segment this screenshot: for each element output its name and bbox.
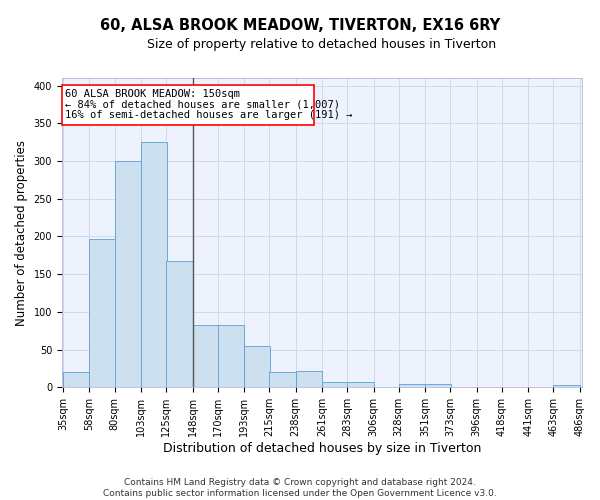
- Bar: [193, 324, 219, 388]
- Bar: [244, 346, 271, 388]
- Bar: [62, 85, 314, 125]
- Bar: [425, 384, 451, 388]
- X-axis label: Distribution of detached houses by size in Tiverton: Distribution of detached houses by size …: [163, 442, 481, 455]
- Bar: [166, 262, 193, 388]
- Bar: [347, 382, 374, 388]
- Text: 16% of semi-detached houses are larger (191) →: 16% of semi-detached houses are larger (…: [65, 110, 353, 120]
- Bar: [399, 384, 425, 388]
- Bar: [89, 238, 116, 388]
- Bar: [63, 372, 89, 388]
- Bar: [218, 324, 244, 388]
- Bar: [115, 161, 141, 388]
- Text: Contains HM Land Registry data © Crown copyright and database right 2024.
Contai: Contains HM Land Registry data © Crown c…: [103, 478, 497, 498]
- Bar: [322, 382, 349, 388]
- Text: ← 84% of detached houses are smaller (1,007): ← 84% of detached houses are smaller (1,…: [65, 99, 340, 109]
- Title: Size of property relative to detached houses in Tiverton: Size of property relative to detached ho…: [148, 38, 497, 51]
- Bar: [269, 372, 296, 388]
- Text: 60, ALSA BROOK MEADOW, TIVERTON, EX16 6RY: 60, ALSA BROOK MEADOW, TIVERTON, EX16 6R…: [100, 18, 500, 32]
- Bar: [141, 142, 167, 388]
- Y-axis label: Number of detached properties: Number of detached properties: [15, 140, 28, 326]
- Text: 60 ALSA BROOK MEADOW: 150sqm: 60 ALSA BROOK MEADOW: 150sqm: [65, 88, 241, 99]
- Bar: [296, 371, 322, 388]
- Bar: [553, 385, 580, 388]
